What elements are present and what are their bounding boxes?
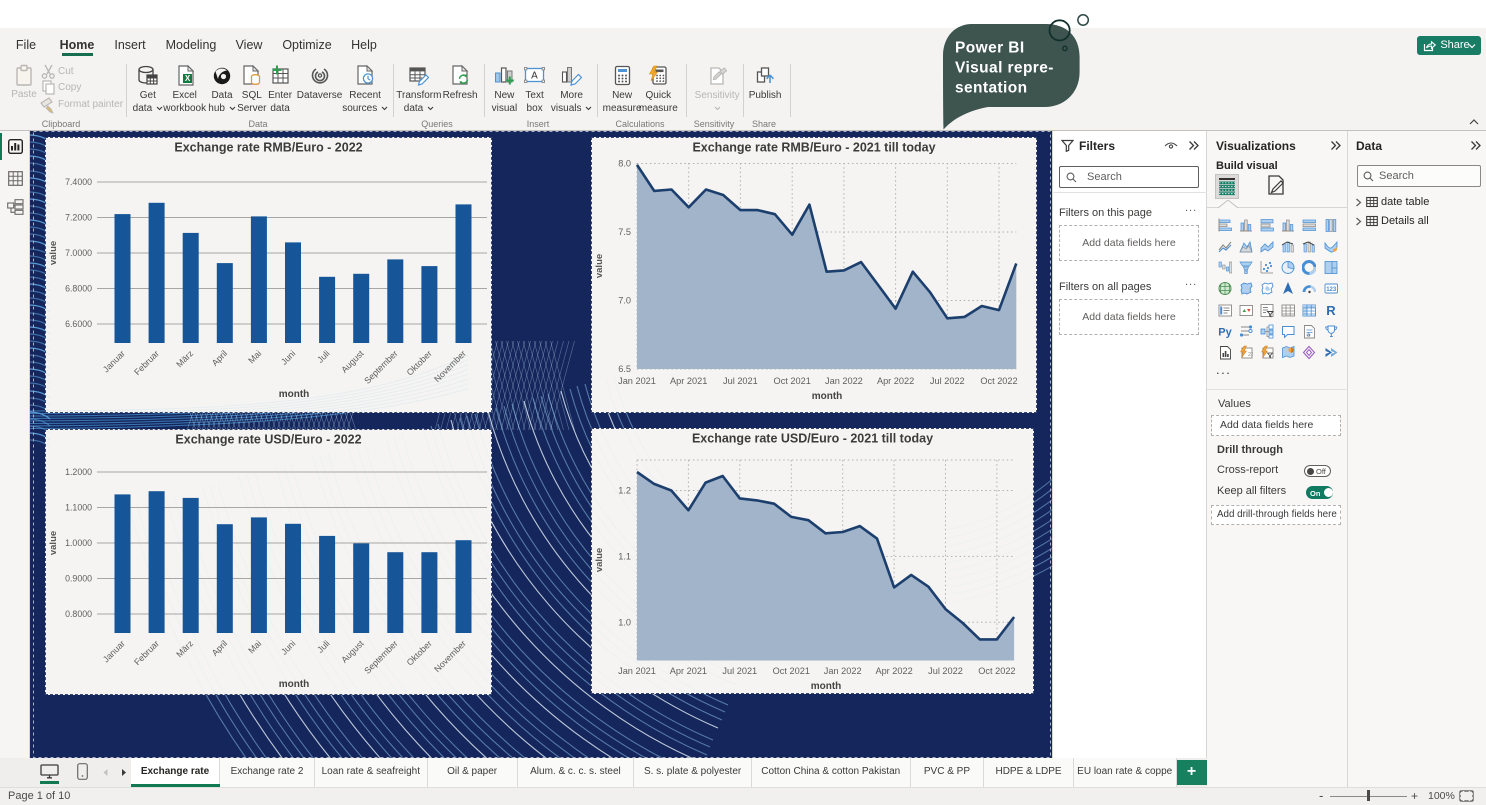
svg-text:6.5: 6.5 [618,364,631,374]
svg-text:Februar: Februar [132,638,161,667]
svg-text:März: März [174,348,195,369]
svg-text:A: A [531,71,538,82]
svg-text:Jul 2021: Jul 2021 [723,376,758,386]
svg-text:Oct 2021: Oct 2021 [774,376,811,386]
svg-text:Jul 2022: Jul 2022 [928,666,963,676]
svg-text:Oktober: Oktober [405,638,434,667]
svg-text:0.9000: 0.9000 [65,574,92,584]
svg-text:Januar: Januar [101,348,127,374]
svg-text:value: value [594,254,605,278]
svg-text:6.8000: 6.8000 [65,284,92,294]
svg-text:Exchange rate RMB/Euro - 2022: Exchange rate RMB/Euro - 2022 [174,141,362,155]
svg-text:August: August [339,348,366,375]
svg-text:value: value [48,241,59,265]
svg-text:Jul 2021: Jul 2021 [722,666,757,676]
svg-text:Januar: Januar [101,638,127,664]
svg-text:Februar: Februar [132,348,161,377]
svg-text:Juli: Juli [315,638,331,654]
svg-text:März: März [174,638,195,659]
svg-text:value: value [594,548,605,572]
svg-text:Jul 2022: Jul 2022 [930,376,965,386]
svg-text:Apr 2022: Apr 2022 [875,666,912,676]
svg-text:value: value [48,531,59,555]
svg-text:sentation: sentation [955,80,1028,97]
svg-text:Apr 2022: Apr 2022 [877,376,914,386]
svg-text:Jan 2022: Jan 2022 [824,666,862,676]
svg-text:X: X [185,74,191,83]
svg-text:August: August [339,638,366,665]
svg-text:April: April [210,348,230,368]
svg-text:Mai: Mai [246,638,263,655]
svg-text:Apr 2021: Apr 2021 [670,666,707,676]
svg-text:Juli: Juli [315,348,331,364]
svg-text:Oct 2022: Oct 2022 [978,666,1015,676]
svg-text:Oct 2021: Oct 2021 [773,666,810,676]
svg-text:1.0: 1.0 [618,617,631,627]
svg-text:Jan 2021: Jan 2021 [618,666,656,676]
svg-text:Juni: Juni [279,638,298,657]
svg-text:Jan 2021: Jan 2021 [618,376,656,386]
svg-text:R: R [1326,303,1336,318]
svg-text:a: a [1307,333,1311,339]
svg-text:Visual repre-: Visual repre- [955,60,1054,77]
svg-text:7.2000: 7.2000 [65,213,92,223]
svg-text:7.0000: 7.0000 [65,248,92,258]
svg-text:month: month [812,391,843,402]
svg-text:Oct 2022: Oct 2022 [980,376,1017,386]
svg-text:September: September [362,348,400,386]
svg-text:1.2000: 1.2000 [65,467,92,477]
svg-text:Jan 2022: Jan 2022 [825,376,863,386]
svg-text:Power BI: Power BI [955,40,1025,57]
svg-text:Apr 2021: Apr 2021 [670,376,707,386]
svg-text:Exchange rate USD/Euro - 2022: Exchange rate USD/Euro - 2022 [175,433,361,447]
svg-text:1.1000: 1.1000 [65,503,92,513]
svg-text:November: November [432,348,468,384]
svg-text:1.2: 1.2 [618,486,631,496]
svg-text:1.1: 1.1 [618,551,631,561]
svg-text:Exchange rate RMB/Euro - 2021: Exchange rate RMB/Euro - 2021 till today [692,141,935,155]
svg-text:8.0: 8.0 [618,159,631,169]
svg-text:Py: Py [1218,327,1232,339]
svg-text:month: month [811,681,842,692]
svg-text:Juni: Juni [279,348,298,367]
svg-text:6.6000: 6.6000 [65,319,92,329]
svg-text:1.0000: 1.0000 [65,538,92,548]
svg-text:23: 23 [1248,352,1253,358]
svg-text:Mai: Mai [246,348,263,365]
svg-text:123: 123 [1326,287,1337,293]
svg-text:April: April [210,638,230,658]
svg-text:September: September [362,638,400,676]
svg-text:month: month [279,679,310,690]
svg-text:0.8000: 0.8000 [65,609,92,619]
svg-text:Oktober: Oktober [405,348,434,377]
svg-text:7.4000: 7.4000 [65,177,92,187]
svg-text:7.0: 7.0 [618,296,631,306]
svg-text:Exchange rate USD/Euro - 2021: Exchange rate USD/Euro - 2021 till today [692,432,933,446]
svg-text:7.5: 7.5 [618,227,631,237]
svg-text:November: November [432,638,468,674]
svg-text:month: month [279,389,310,400]
